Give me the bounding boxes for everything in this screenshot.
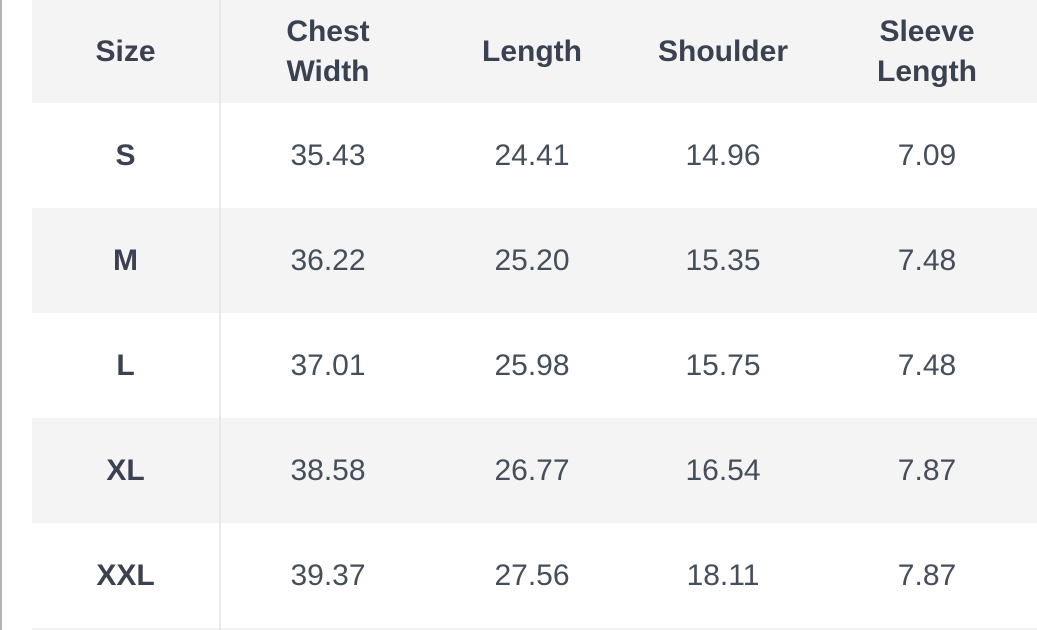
cell-length: 26.77	[435, 418, 629, 523]
table-row-xl: XL 38.58 26.77 16.54 7.87	[32, 418, 1037, 523]
cell-sleeve-length: 7.48	[817, 313, 1037, 418]
cell-sleeve-length: 7.48	[817, 208, 1037, 313]
table-row-m: M 36.22 25.20 15.35 7.48	[32, 208, 1037, 313]
cell-chest-width: 36.22	[221, 208, 435, 313]
row-label-size: XXL	[32, 523, 221, 628]
column-header-length: Length	[435, 0, 629, 103]
cell-chest-width: 38.58	[221, 418, 435, 523]
column-header-shoulder: Shoulder	[629, 0, 817, 103]
partial-cell	[221, 628, 435, 630]
cell-shoulder: 16.54	[629, 418, 817, 523]
cell-sleeve-length: 7.09	[817, 103, 1037, 208]
cell-length: 25.98	[435, 313, 629, 418]
table-row-xxl: XXL 39.37 27.56 18.11 7.87	[32, 523, 1037, 628]
cell-shoulder: 18.11	[629, 523, 817, 628]
partial-cell	[32, 628, 221, 630]
partial-cell	[817, 628, 1037, 630]
column-header-size: Size	[32, 0, 221, 103]
column-header-sleeve-length: Sleeve Length	[817, 0, 1037, 103]
row-label-size: M	[32, 208, 221, 313]
row-label-size: XL	[32, 418, 221, 523]
header-row: Size Chest Width Length Shoulder Sleeve …	[32, 0, 1037, 103]
cell-shoulder: 15.35	[629, 208, 817, 313]
partial-cell	[435, 628, 629, 630]
table-row-s: S 35.43 24.41 14.96 7.09	[32, 103, 1037, 208]
cell-length: 24.41	[435, 103, 629, 208]
partial-cell	[629, 628, 817, 630]
size-chart-table: Size Chest Width Length Shoulder Sleeve …	[32, 0, 1037, 630]
cell-sleeve-length: 7.87	[817, 418, 1037, 523]
cell-chest-width: 35.43	[221, 103, 435, 208]
row-label-size: L	[32, 313, 221, 418]
row-label-size: S	[32, 103, 221, 208]
column-header-chest-width: Chest Width	[221, 0, 435, 103]
left-edge-line	[0, 0, 2, 630]
cell-shoulder: 15.75	[629, 313, 817, 418]
cell-chest-width: 39.37	[221, 523, 435, 628]
cell-length: 25.20	[435, 208, 629, 313]
next-row-partially-visible	[32, 628, 1037, 630]
cell-sleeve-length: 7.87	[817, 523, 1037, 628]
table-row-l: L 37.01 25.98 15.75 7.48	[32, 313, 1037, 418]
size-chart-viewport: Size Chest Width Length Shoulder Sleeve …	[32, 0, 1037, 630]
cell-chest-width: 37.01	[221, 313, 435, 418]
cell-shoulder: 14.96	[629, 103, 817, 208]
cell-length: 27.56	[435, 523, 629, 628]
